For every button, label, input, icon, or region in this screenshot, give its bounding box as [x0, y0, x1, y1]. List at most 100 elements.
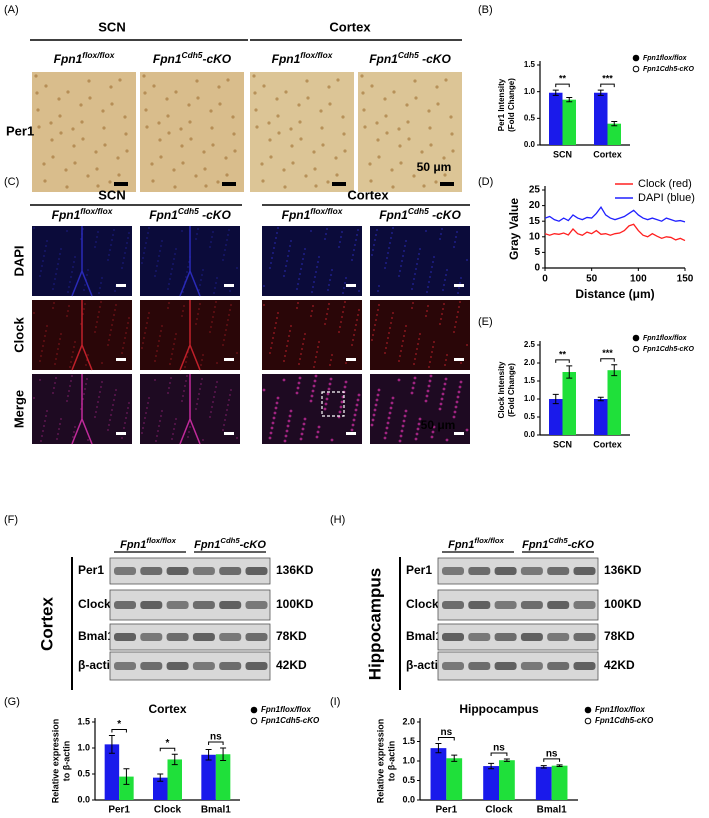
- cell-speck: [282, 168, 286, 172]
- genotype-base: Fpn1: [272, 52, 301, 66]
- fluor-speck: [386, 257, 388, 259]
- fluor-speck: [401, 345, 403, 347]
- fluor-speck: [57, 433, 59, 435]
- fluor-speck: [144, 332, 146, 334]
- cell-speck: [144, 108, 148, 112]
- fluor-speck: [304, 333, 306, 335]
- fluor-speck: [390, 401, 394, 405]
- fluor-speck: [375, 319, 377, 321]
- fluor-speck: [45, 245, 47, 247]
- fluor-speck: [377, 309, 379, 311]
- fluor-speck: [454, 326, 456, 328]
- fluor-speck: [156, 265, 158, 267]
- legend-label: Clock (red): [638, 178, 692, 190]
- fluor-speck: [216, 381, 218, 383]
- band: [219, 633, 242, 641]
- cell-speck: [298, 120, 302, 124]
- fluor-speck: [353, 413, 357, 417]
- blot-strip: [437, 557, 599, 585]
- fluor-speck: [272, 337, 274, 339]
- cell-speck: [152, 84, 156, 88]
- cell-speck: [275, 97, 279, 101]
- fluor-speck: [110, 414, 112, 416]
- cell-speck: [58, 114, 62, 118]
- fluor-speck: [210, 241, 212, 243]
- fluor-speck: [284, 270, 286, 272]
- fluor-speck: [313, 379, 317, 383]
- fluor-speck: [199, 284, 201, 286]
- fluor-speck: [399, 434, 403, 438]
- fluor-speck: [430, 435, 434, 439]
- fluor-speck: [211, 321, 213, 323]
- fluor-speck: [401, 424, 405, 428]
- x-tick-label: Per1: [435, 805, 457, 816]
- cell-speck: [195, 79, 199, 83]
- fluor-speck: [440, 397, 444, 401]
- band: [494, 633, 517, 641]
- fluor-speck: [124, 422, 126, 424]
- cell-speck: [166, 114, 170, 118]
- fluor-speck: [385, 262, 387, 264]
- fluor-speck: [275, 322, 277, 324]
- scale-label: 50 μm: [417, 160, 452, 174]
- fluor-speck: [272, 416, 276, 420]
- y-tick-label: 10: [529, 231, 541, 242]
- fluor-speck: [39, 379, 41, 381]
- legend-marker: [632, 54, 640, 62]
- fluor-speck: [427, 384, 431, 388]
- cell-speck: [399, 161, 403, 165]
- cell-speck: [49, 121, 53, 125]
- bar: [446, 758, 463, 800]
- fluor-speck: [110, 329, 112, 331]
- fluor-speck: [66, 400, 68, 402]
- cell-speck: [35, 91, 39, 95]
- band: [494, 601, 517, 609]
- midline: [179, 374, 201, 445]
- cell-speck: [87, 79, 91, 83]
- fluor-speck: [330, 359, 332, 361]
- band: [520, 601, 543, 609]
- size-label: 100KD: [276, 597, 314, 611]
- cell-speck: [414, 96, 418, 100]
- band: [192, 567, 215, 575]
- cell-speck: [73, 161, 77, 165]
- y-tick-label: 1.0: [402, 755, 415, 765]
- fluor-speck: [418, 417, 422, 421]
- size-label: 78KD: [604, 629, 635, 643]
- scale-bar: [116, 358, 126, 361]
- fluor-speck: [445, 438, 449, 442]
- band: [468, 601, 491, 609]
- fluor-speck: [288, 250, 290, 252]
- fluor-speck: [429, 374, 433, 378]
- cell-speck: [109, 85, 113, 89]
- y-axis-label: Relative expression: [375, 719, 385, 804]
- fluor-speck: [443, 382, 447, 386]
- fluor-speck: [54, 382, 56, 384]
- fluor-speck: [107, 259, 109, 261]
- cell-speck: [343, 149, 347, 153]
- fluor-speck: [230, 389, 232, 391]
- fluor-speck: [372, 249, 374, 251]
- cell-speck: [299, 137, 303, 141]
- cell-speck: [79, 103, 83, 107]
- y-tick-label: 1.5: [524, 60, 536, 69]
- legend-marker: [584, 706, 592, 714]
- fluor-speck: [72, 351, 74, 353]
- fluor-speck: [426, 310, 428, 312]
- fluor-speck: [157, 345, 159, 347]
- fluor-speck: [427, 305, 429, 307]
- cell-speck: [377, 155, 381, 159]
- fluor-speck: [169, 382, 171, 384]
- scale-bar: [346, 284, 356, 287]
- fluor-speck: [41, 265, 43, 267]
- significance-bracket: [555, 359, 570, 363]
- fluor-speck: [330, 438, 334, 442]
- scale-bar: [224, 358, 234, 361]
- genotype-label: Fpn1flox/flox: [52, 206, 113, 222]
- fluor-speck: [142, 342, 144, 344]
- error-bar: [171, 753, 178, 766]
- fluor-speck: [338, 331, 340, 333]
- fluor-speck: [85, 364, 87, 366]
- fluor-speck: [202, 269, 204, 271]
- fluor-speck: [460, 362, 462, 364]
